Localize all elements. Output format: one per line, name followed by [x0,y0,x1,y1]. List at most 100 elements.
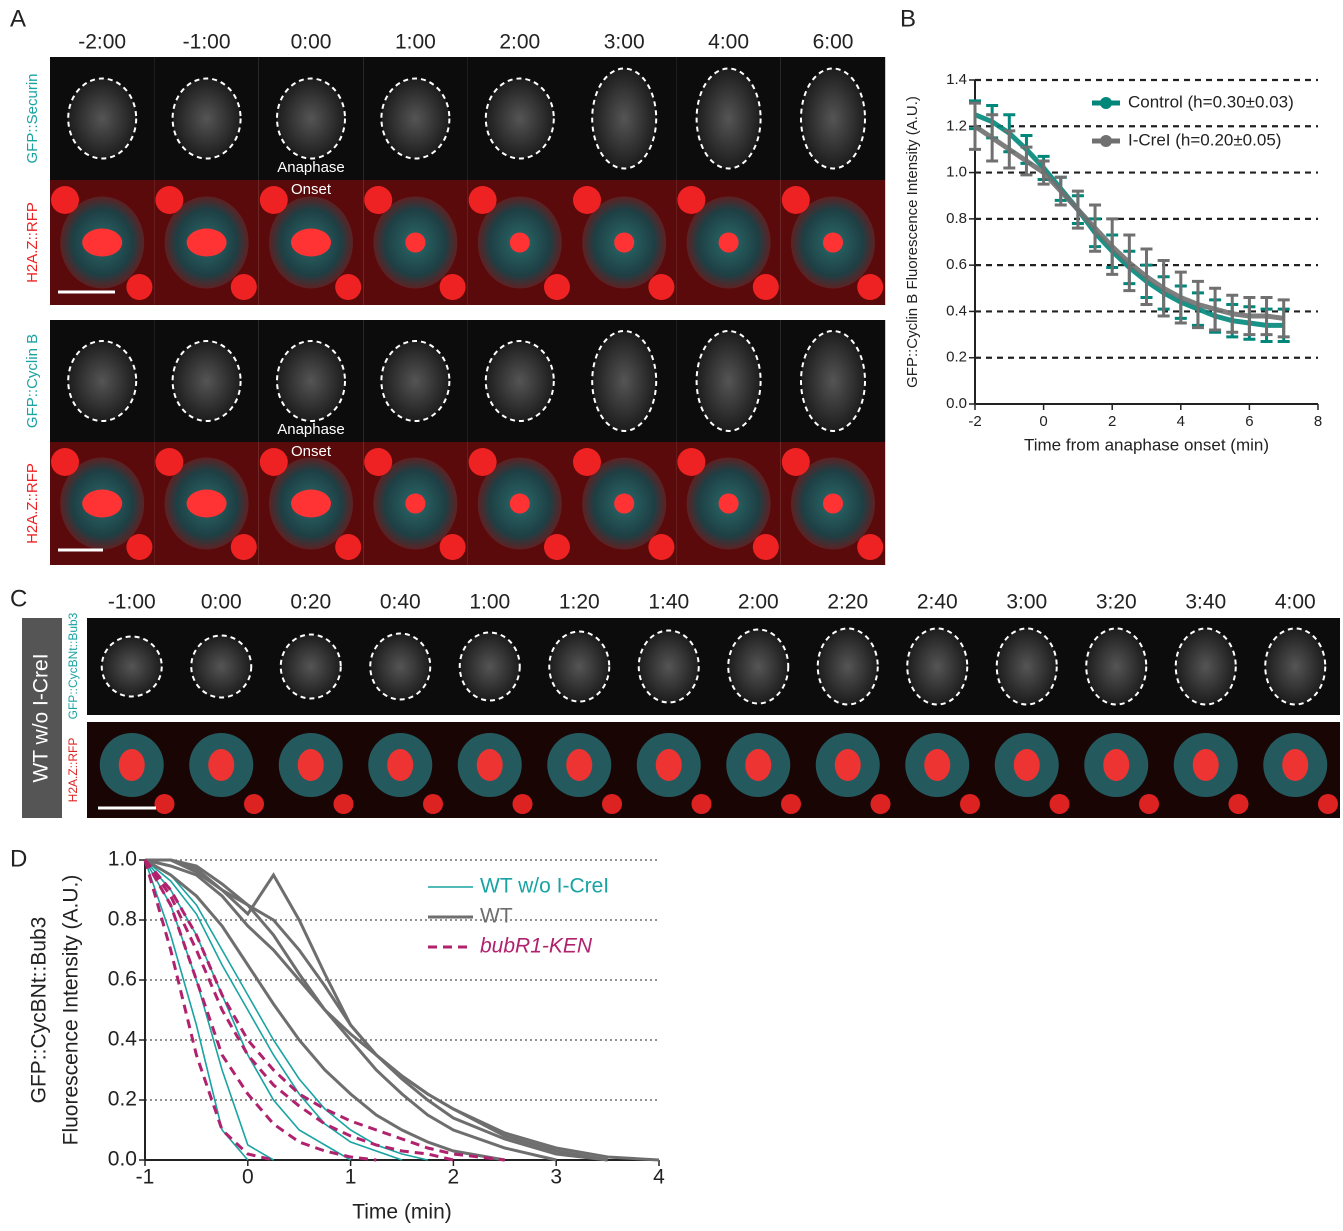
chromatin [364,448,393,476]
chromatin [259,448,288,476]
chromatin [1282,749,1309,781]
chromatin [405,493,426,514]
panel-label: A [10,5,26,32]
cell [695,67,762,170]
time-label: 6:00 [813,31,854,54]
chromatin [155,448,184,476]
x-tick-label: 2 [448,1166,460,1189]
chromatin [648,274,675,300]
chromatin [405,232,426,253]
trace [143,859,274,1162]
y-axis-title: GFP::Cyclin B Fluorescence Intensity (A.… [904,96,921,388]
chromatin [1139,794,1159,814]
chromatin [1049,794,1070,814]
error-bar [1123,233,1136,293]
x-tick-label: 4 [1177,413,1185,430]
chromatin [655,749,682,781]
chromatin [186,489,227,518]
cell [1085,627,1148,706]
legend-swatch [1100,135,1112,147]
cell [484,340,555,422]
chromatin [924,749,951,781]
chromatin [614,493,635,514]
x-tick-label: 6 [1245,413,1253,430]
legend-label: I-CreI (h=0.20±0.05) [1128,130,1281,149]
chromatin [857,534,884,560]
cell [276,340,346,422]
cell [727,628,790,705]
chromatin [781,794,801,814]
cell [171,77,242,160]
legend-swatch [1100,97,1112,109]
cell [380,340,451,422]
error-bar [1157,259,1170,318]
cell [1174,627,1237,706]
y-tick-label: 0.2 [946,349,967,366]
chromatin [509,232,530,253]
y-tick-label: 0.8 [108,908,137,931]
x-axis-title: Time from anaphase onset (min) [1024,435,1269,454]
cell [67,77,138,160]
error-bar [1106,217,1119,276]
time-label: 2:20 [827,591,868,614]
error-bar [969,101,981,151]
panel-label: C [10,585,27,612]
time-label: 3:40 [1185,591,1226,614]
error-bar [1071,189,1084,230]
x-tick-label: 3 [550,1166,562,1189]
y-tick-label: 1.2 [946,117,967,134]
chromatin [1228,794,1249,814]
cell [816,627,879,706]
chromatin [781,186,810,214]
chromatin [544,274,570,300]
chromatin [118,749,145,781]
cell [1264,627,1327,706]
time-label: -1:00 [108,591,156,614]
trace [144,859,274,1161]
chromatin [291,228,331,257]
error-bar [1226,293,1239,334]
cell [548,630,611,703]
y-tick-label: 0.2 [108,1088,137,1111]
error-bar [1140,247,1153,306]
time-label: 2:00 [738,591,779,614]
chromatin [960,794,980,814]
chromatin [439,274,466,300]
trace [144,859,249,1161]
chromatin [335,534,362,560]
y-tick-label: 0.6 [108,968,137,991]
chromatin [333,794,354,814]
chromatin [335,274,362,300]
row-label: H2A.Z::RFP [24,463,41,544]
legend-label: WT [480,905,513,928]
time-label: -1:00 [183,31,231,54]
chromatin [364,186,393,214]
time-label: 0:40 [380,591,421,614]
chromatin [648,534,675,560]
cell [995,627,1058,706]
time-label: 2:00 [499,31,540,54]
annotation: Anaphase [277,421,345,438]
x-tick-label: -1 [136,1166,155,1189]
error-bar [1243,296,1256,337]
x-tick-label: 0 [242,1166,254,1189]
y-axis-title: Fluorescence Intensity (A.U.) [60,875,83,1146]
panel-label: B [900,5,916,32]
time-label: 0:00 [201,591,242,614]
time-label: -2:00 [78,31,126,54]
error-bar [1020,145,1033,177]
chromatin [512,794,533,814]
chromatin [208,749,235,781]
error-bar [1277,298,1290,339]
cell [484,77,555,160]
chromatin [870,794,891,814]
time-label: 3:00 [604,31,645,54]
chromatin [387,749,414,781]
cell [906,627,969,706]
x-axis-title: Time (min) [352,1201,452,1224]
x-tick-label: 8 [1314,413,1322,430]
chromatin [691,794,712,814]
chromatin [297,749,324,781]
time-label: 1:20 [559,591,600,614]
